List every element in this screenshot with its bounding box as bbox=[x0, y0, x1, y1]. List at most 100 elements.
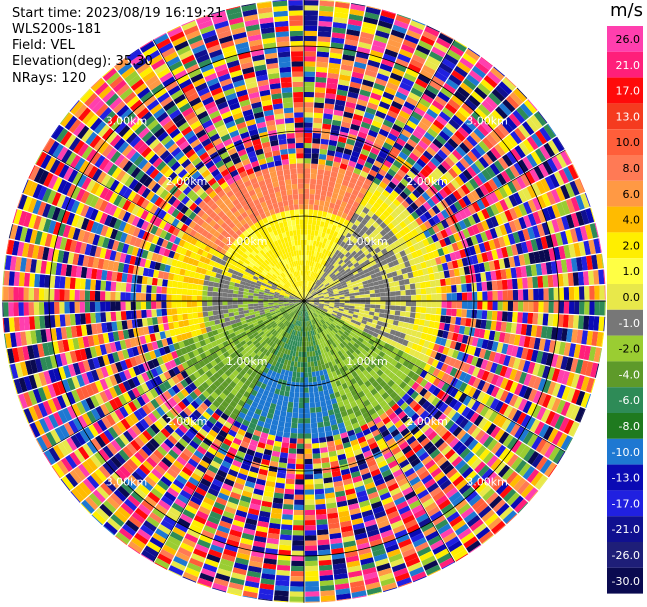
gate-cell bbox=[410, 202, 419, 211]
gate-cell bbox=[386, 338, 393, 345]
gate-cell bbox=[419, 369, 428, 379]
gate-cell bbox=[316, 174, 324, 180]
gate-cell bbox=[486, 384, 495, 396]
gate-cell bbox=[328, 67, 340, 75]
gate-cell bbox=[553, 171, 565, 186]
gate-cell bbox=[289, 438, 297, 444]
gate-cell bbox=[349, 331, 356, 337]
gate-cell bbox=[432, 387, 441, 397]
gate-cell bbox=[415, 125, 427, 136]
gate-cell bbox=[588, 346, 597, 362]
gate-cell bbox=[316, 416, 324, 423]
gate-cell bbox=[393, 280, 400, 287]
gate-cell bbox=[589, 301, 595, 315]
gate-cell bbox=[281, 524, 293, 531]
gate-cell bbox=[331, 32, 346, 39]
gate-cell bbox=[471, 400, 481, 412]
gate-cell bbox=[476, 368, 485, 380]
gate-cell bbox=[512, 289, 519, 301]
gate-cell bbox=[327, 223, 333, 230]
gate-cell bbox=[327, 207, 334, 214]
gate-cell bbox=[304, 244, 307, 251]
gate-cell bbox=[304, 71, 316, 77]
gate-cell bbox=[435, 231, 444, 241]
gate-cell bbox=[312, 306, 317, 310]
gate-cell bbox=[315, 287, 320, 292]
gate-cell bbox=[324, 165, 333, 172]
gate-cell bbox=[331, 284, 337, 289]
gate-cell bbox=[420, 136, 432, 146]
gate-cell bbox=[298, 413, 304, 419]
gate-cell bbox=[313, 294, 318, 297]
gate-cell bbox=[533, 165, 545, 180]
gate-cell bbox=[313, 360, 318, 367]
gate-cell bbox=[310, 266, 314, 272]
gate-cell bbox=[304, 163, 311, 169]
gate-cell bbox=[556, 136, 565, 150]
gate-cell bbox=[308, 377, 313, 383]
gate-cell bbox=[320, 253, 325, 259]
gate-cell bbox=[394, 232, 403, 240]
gate-cell bbox=[295, 382, 300, 388]
gate-cell bbox=[515, 323, 523, 335]
gate-cell bbox=[353, 184, 362, 192]
gate-cell bbox=[295, 377, 300, 383]
gate-cell bbox=[357, 328, 364, 334]
gate-cell bbox=[354, 246, 361, 253]
gate-cell bbox=[458, 106, 471, 119]
gate-cell bbox=[298, 402, 304, 409]
gate-cell bbox=[544, 176, 556, 190]
gate-cell bbox=[401, 147, 412, 157]
gate-cell bbox=[316, 236, 321, 242]
gate-cell bbox=[281, 442, 290, 449]
gate-cell bbox=[336, 313, 343, 318]
gate-cell bbox=[308, 255, 311, 261]
gate-cell bbox=[446, 293, 452, 301]
gate-cell bbox=[346, 315, 353, 320]
gate-cell bbox=[317, 46, 330, 53]
gate-cell bbox=[328, 307, 334, 311]
gate-cell bbox=[516, 106, 530, 121]
gate-cell bbox=[375, 301, 381, 305]
gate-cell bbox=[322, 272, 327, 278]
gate-cell bbox=[333, 293, 340, 297]
gate-cell bbox=[477, 301, 483, 310]
gate-cell bbox=[506, 245, 514, 257]
gate-cell bbox=[349, 155, 359, 163]
gate-cell bbox=[344, 296, 350, 299]
gate-cell bbox=[379, 181, 388, 190]
gate-cell bbox=[364, 290, 370, 295]
gate-cell bbox=[331, 259, 336, 266]
gate-cell bbox=[352, 270, 359, 276]
gate-cell bbox=[348, 308, 355, 312]
gate-cell bbox=[453, 268, 460, 277]
gate-cell bbox=[574, 178, 585, 194]
gate-cell bbox=[383, 218, 391, 226]
gate-cell bbox=[319, 221, 325, 227]
gate-cell bbox=[496, 342, 504, 353]
gate-cell bbox=[295, 474, 304, 480]
gate-cell bbox=[578, 241, 586, 256]
gate-cell bbox=[469, 345, 477, 356]
gate-cell bbox=[527, 361, 536, 375]
gate-cell bbox=[461, 122, 473, 135]
gate-cell bbox=[281, 379, 287, 386]
gate-cell bbox=[317, 210, 323, 217]
gate-cell bbox=[389, 329, 397, 336]
gate-cell bbox=[473, 127, 486, 140]
gate-cell bbox=[392, 24, 407, 34]
gate-cell bbox=[401, 351, 409, 360]
gate-cell bbox=[408, 115, 420, 126]
gate-cell bbox=[413, 106, 426, 117]
gate-cell bbox=[388, 281, 395, 288]
gate-cell bbox=[308, 298, 314, 300]
gate-cell bbox=[362, 206, 370, 215]
gate-cell bbox=[305, 291, 308, 297]
gate-cell bbox=[317, 275, 322, 281]
gate-cell bbox=[535, 148, 547, 163]
gate-cell bbox=[312, 292, 317, 296]
gate-cell bbox=[374, 35, 388, 44]
gate-cell bbox=[348, 86, 360, 94]
gate-cell bbox=[327, 72, 339, 80]
gate-cell bbox=[346, 138, 356, 146]
